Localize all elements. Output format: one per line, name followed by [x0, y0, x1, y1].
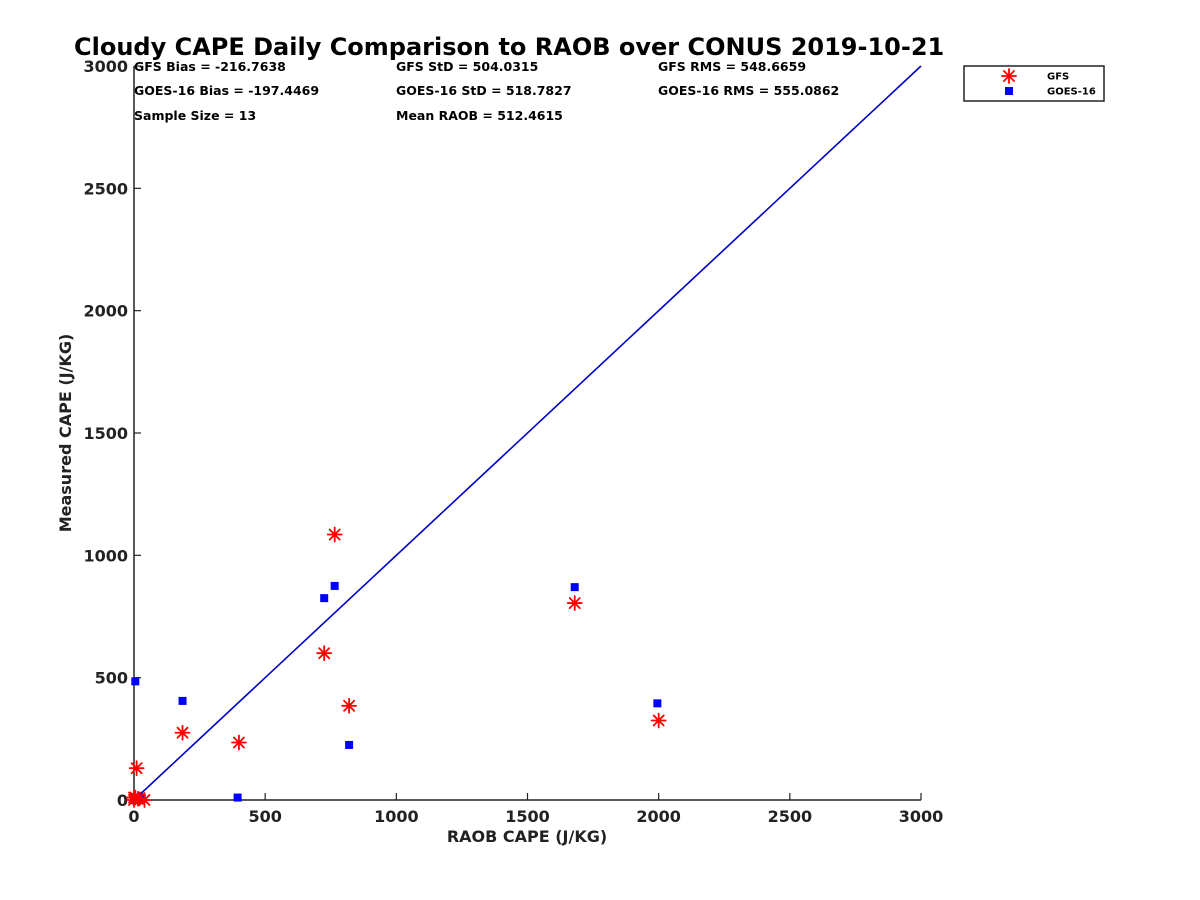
- stat-annotation: GFS StD = 504.0315: [396, 59, 538, 74]
- x-tick-label: 2000: [636, 807, 681, 826]
- stat-annotation: GFS RMS = 548.6659: [658, 59, 806, 74]
- x-tick-label: 500: [248, 807, 281, 826]
- gfs-data-point: [341, 697, 358, 714]
- chart-title: Cloudy CAPE Daily Comparison to RAOB ove…: [74, 33, 944, 61]
- gfs-data-point: [231, 734, 247, 751]
- stat-annotation: GOES-16 StD = 518.7827: [396, 83, 572, 98]
- y-tick-label: 3000: [83, 57, 128, 76]
- goes16-data-point: [330, 581, 339, 590]
- goes16-data-point: [233, 793, 242, 802]
- gfs-data-point: [566, 595, 583, 611]
- gfs-data-point: [136, 792, 153, 808]
- goes16-data-point: [320, 594, 329, 603]
- stat-annotation: Sample Size = 13: [134, 108, 256, 123]
- goes16-data-point: [131, 677, 140, 686]
- legend: GFS GOES-16: [963, 65, 1105, 102]
- x-tick-label: 0: [128, 807, 139, 826]
- stat-annotation: Mean RAOB = 512.4615: [396, 108, 563, 123]
- y-tick-label: 1000: [83, 546, 128, 565]
- gfs-data-point: [650, 712, 667, 729]
- y-axis-label: Measured CAPE (J/KG): [56, 334, 75, 533]
- legend-label: GOES-16: [1047, 87, 1096, 98]
- goes16-data-point: [570, 583, 579, 592]
- goes16-data-point: [178, 696, 187, 705]
- y-tick-label: 2000: [83, 302, 128, 321]
- x-tick-label: 3000: [899, 807, 944, 826]
- y-tick-label: 0: [117, 791, 128, 810]
- legend-gfs-marker: [1001, 68, 1017, 84]
- statistics-annotations: GFS Bias = -216.7638 GFS StD = 504.0315 GF…: [134, 59, 839, 123]
- gfs-data-point: [316, 645, 333, 662]
- stat-annotation: GOES-16 Bias = -197.4469: [134, 83, 319, 98]
- legend-label: GFS: [1047, 72, 1069, 83]
- x-tick-label: 2500: [768, 807, 813, 826]
- y-tick-label: 500: [95, 669, 128, 688]
- x-axis-label: RAOB CAPE (J/KG): [447, 827, 607, 846]
- axis-ticks: 0 500 1000 1500 2000 2500 3000 0 500 1000 1500 2000…: [83, 57, 943, 826]
- gfs-data-point: [128, 760, 145, 777]
- stat-annotation: GOES-16 RMS = 555.0862: [658, 83, 839, 98]
- data-series: [126, 526, 667, 808]
- one-to-one-reference-line: [133, 65, 922, 801]
- series-gfs: [126, 526, 667, 808]
- x-tick-label: 1500: [505, 807, 550, 826]
- plot-area: 0 500 1000 1500 2000 2500 3000 0 500 1000 1500 2000…: [83, 57, 943, 826]
- series-goes-16: [130, 581, 662, 804]
- x-tick-label: 1000: [374, 807, 419, 826]
- stat-annotation: GFS Bias = -216.7638: [134, 59, 286, 74]
- gfs-data-point: [326, 526, 343, 543]
- y-tick-label: 1500: [83, 424, 128, 443]
- goes16-data-point: [653, 699, 662, 708]
- gfs-data-point: [174, 724, 191, 741]
- y-tick-label: 2500: [83, 179, 128, 198]
- goes16-data-point: [345, 740, 354, 749]
- legend-box: [963, 65, 1105, 102]
- legend-goes16-marker: [1005, 87, 1013, 95]
- gfs-data-point: [126, 789, 142, 806]
